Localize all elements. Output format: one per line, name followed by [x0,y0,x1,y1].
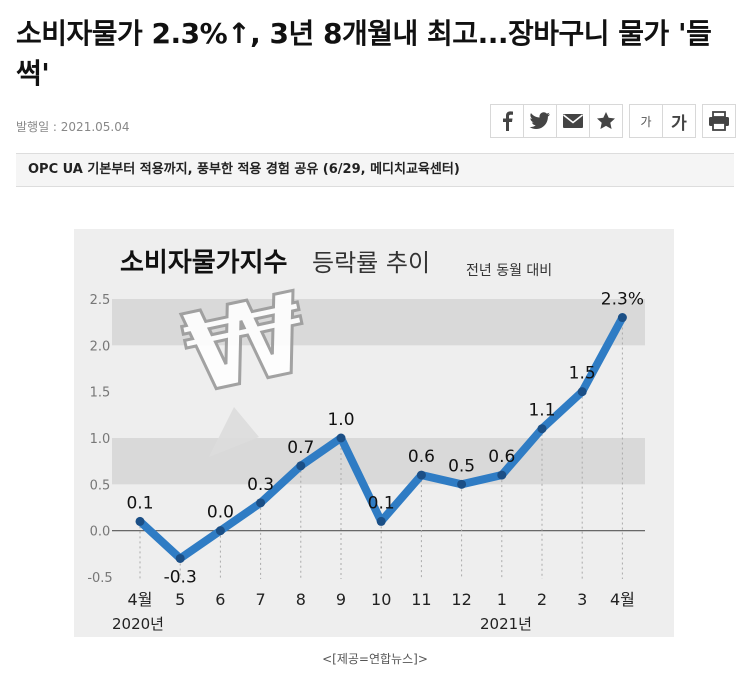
y-tick-label: 1.0 [90,432,111,447]
data-point [135,516,145,526]
data-label: 0.6 [488,447,515,467]
data-label: 0.1 [368,493,395,513]
data-point [577,387,587,397]
y-tick-label: 2.0 [90,339,111,354]
y-band-0 [112,299,645,346]
x-tick-label: 2 [537,590,547,609]
chart-subtitle: 전년 동월 대비 [466,263,552,279]
data-point [296,461,306,471]
chart-title-suffix: 등락률 추이 [312,249,430,277]
x-tick-label: 12 [451,590,471,609]
data-point [457,479,467,489]
twitter-icon [529,112,550,129]
won-glyph: ₩ [173,268,318,418]
won-symbol-decoration: ₩ [172,267,320,457]
bookmark-button[interactable] [589,104,623,138]
x-tick-label: 5 [175,590,185,609]
data-label: 2.3% [601,290,644,310]
y-tick-label: 1.5 [90,386,111,401]
data-point [256,498,266,508]
y-tick-label: 2.5 [90,293,111,308]
data-label: 0.0 [207,503,234,523]
data-label: -0.3 [164,567,197,587]
y-tick-label: 0.5 [90,478,111,493]
twitter-share-button[interactable] [523,104,557,138]
data-label: 1.0 [327,410,354,430]
print-button[interactable] [702,104,736,138]
data-point [416,470,426,480]
x-tick-label: 8 [296,590,306,609]
font-small-label: 가 [640,114,652,129]
font-large-label: 가 [671,113,687,134]
chart-figure: ₩ 2.5 2.0 1.5 1.0 0.5 0.0 -0.5 0.1 -0.3 0.0 0.3 0.… [74,229,674,637]
data-point [336,433,346,443]
chart-title: 소비자물가지수 [120,248,287,278]
year-label-2020: 2020년 [112,615,164,633]
x-tick-label: 7 [256,590,266,609]
print-icon [709,111,729,131]
data-label: 0.1 [126,493,153,513]
x-tick-label: 6 [215,590,225,609]
publish-date: 발행일 : 2021.05.04 [16,120,130,134]
font-size-increase-button[interactable]: 가 [662,104,696,138]
data-label: 1.1 [528,401,555,421]
won-shadow [209,407,259,457]
facebook-share-button[interactable] [490,104,524,138]
data-point [617,313,627,323]
article-title: 소비자물가 2.3%↑, 3년 8개월내 최고...장바구니 물가 '들썩' [16,17,712,90]
data-point [497,470,507,480]
data-label: 0.6 [408,447,435,467]
image-caption: <[제공=연합뉴스]> [322,652,428,666]
y-tick-label: 0.0 [90,525,111,540]
facebook-icon [503,111,513,131]
share-toolbar: 가 가 [490,104,736,138]
y-tick-label: -0.5 [87,571,112,586]
data-label: 0.7 [287,438,314,458]
x-tick-label: 11 [411,590,431,609]
data-label: 1.5 [569,364,596,384]
x-tick-label: 1 [497,590,507,609]
x-tick-label: 9 [336,590,346,609]
data-point [537,424,547,434]
x-tick-label: 3 [577,590,587,609]
data-label: 0.5 [448,456,475,476]
data-point [215,526,225,536]
cpi-line-chart: ₩ 2.5 2.0 1.5 1.0 0.5 0.0 -0.5 0.1 -0.3 0.0 0.3 0.… [87,248,645,633]
promo-banner-link[interactable]: OPC UA 기본부터 적용까지, 풍부한 적용 경험 공유 (6/29, 메디… [16,153,734,187]
x-tick-label: 4월 [610,590,635,609]
y-band-1 [112,438,645,485]
data-label: 0.3 [247,475,274,495]
x-tick-label: 4월 [128,590,153,609]
year-label-2021: 2021년 [480,615,532,633]
x-tick-label: 10 [371,590,391,609]
star-icon [597,112,615,129]
data-point [376,516,386,526]
data-point [175,553,185,563]
email-share-button[interactable] [556,104,590,138]
font-size-decrease-button[interactable]: 가 [629,104,663,138]
email-icon [563,114,583,128]
